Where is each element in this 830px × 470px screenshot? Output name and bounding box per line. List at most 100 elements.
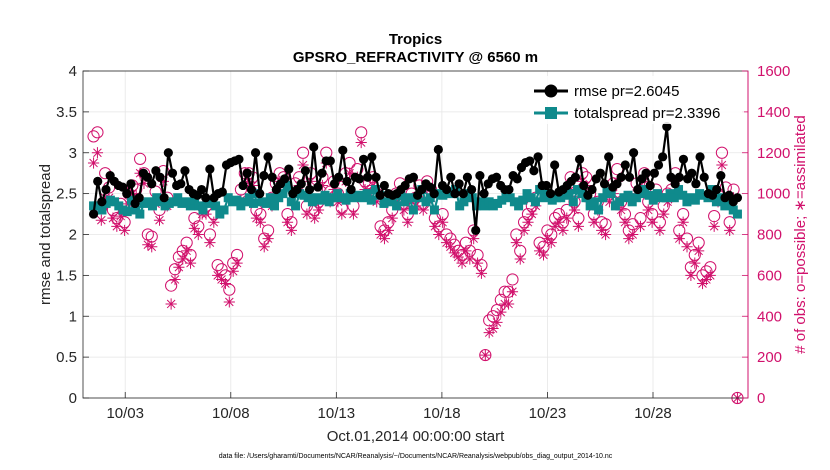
assimilated-obs-marker [281,216,294,228]
assimilated-obs-marker [285,224,297,237]
totalspread-marker [282,180,292,190]
assimilated-obs-marker [716,159,728,171]
totalspread-marker [122,207,132,217]
rmse-marker [296,179,306,189]
totalspread-marker [648,195,658,205]
x-tick-label: 10/08 [212,405,250,422]
assimilated-obs-marker [541,232,553,245]
totalspread-marker [97,205,107,215]
rmse-marker [525,156,535,166]
assimilated-obs-marker [514,253,526,265]
totalspread-marker [261,198,271,208]
rmse-marker [163,148,173,158]
assimilated-obs-marker [448,247,460,259]
totalspread-marker [147,201,157,211]
totalspread-marker [265,193,275,203]
rmse-marker [176,179,186,189]
assimilated-obs-marker [518,224,530,237]
assimilated-obs-marker [165,298,177,310]
assimilated-obs-marker [646,216,658,228]
rmse-marker [529,166,539,176]
possible-obs-marker [715,146,729,159]
assimilated-obs-marker [487,322,499,335]
rmse-marker [367,152,377,162]
chart-title: Tropics [389,31,442,48]
rmse-marker [716,171,726,181]
assimilated-obs-marker [572,220,585,232]
totalspread-marker [404,193,414,203]
assimilated-obs-marker [700,273,713,286]
assimilated-obs-marker [642,204,654,216]
assimilated-obs-marker [402,216,414,228]
assimilated-obs-marker [452,251,464,263]
totalspread-marker [606,189,616,199]
rmse-marker [300,166,311,176]
rmse-marker [670,179,680,189]
assimilated-obs-marker [537,249,550,261]
rmse-marker [641,168,651,178]
assimilated-obs-marker [557,224,569,237]
rmse-marker [541,180,551,191]
rmse-marker [304,184,315,195]
assimilated-obs-marker [107,212,119,224]
assimilated-obs-marker [254,216,266,228]
assimilated-obs-marker [215,273,228,286]
rmse-marker [475,171,485,181]
y2-tick-label: 1400 [757,104,790,121]
rmse-marker [346,184,356,195]
assimilated-obs-marker [724,224,736,237]
totalspread-marker [669,193,679,203]
assimilated-obs-marker [219,277,232,290]
rmse-marker [446,172,456,182]
assimilated-obs-marker [596,224,608,237]
rmse-marker [712,184,722,195]
y-tick-label: 1 [69,308,77,325]
rmse-marker [612,179,622,189]
assimilated-obs-marker [227,265,239,277]
assimilated-obs-marker [91,147,104,159]
totalspread-marker [190,195,200,205]
rmse-marker [375,190,385,200]
assimilated-obs-marker [693,245,705,257]
assimilated-obs-marker [534,245,546,257]
totalspread-marker [270,201,280,211]
possible-obs-marker [296,146,310,159]
assimilated-obs-marker [173,261,185,273]
y2-tick-label: 200 [757,349,782,366]
totalspread-marker [678,190,688,200]
possible-obs-marker [494,293,507,306]
rmse-marker [512,174,522,184]
assimilated-obs-marker [223,296,235,308]
assimilated-obs-marker [374,228,387,241]
series-layer [87,121,744,405]
assimilated-obs-marker [301,208,313,220]
assimilated-obs-marker [316,179,329,192]
rmse-marker [504,184,514,195]
assimilated-obs-marker [475,267,488,279]
totalspread-marker [640,185,650,195]
assimilated-obs-marker [696,277,709,290]
rmse-marker [579,180,589,191]
rmse-marker [691,179,701,189]
assimilated-obs-marker [398,204,410,216]
possible-obs-marker [223,283,236,296]
assimilated-obs-marker [506,286,519,298]
rmse-marker [155,172,165,182]
rmse-marker [250,148,261,158]
rmse-marker [338,145,348,155]
totalspread-marker [690,195,700,205]
rmse-marker [280,174,290,184]
y-tick-label: 2.5 [56,186,77,203]
totalspread-marker [316,195,326,205]
assimilated-obs-marker [188,222,201,234]
assimilated-obs-marker [456,257,468,269]
rmse-marker [242,168,252,178]
assimilated-obs-marker [212,269,224,281]
rmse-marker [662,121,672,132]
rmse-marker [466,184,477,195]
assimilated-obs-marker [708,220,720,232]
assimilated-obs-marker [231,257,243,269]
assimilated-obs-marker [627,228,639,241]
totalspread-marker [248,198,258,208]
